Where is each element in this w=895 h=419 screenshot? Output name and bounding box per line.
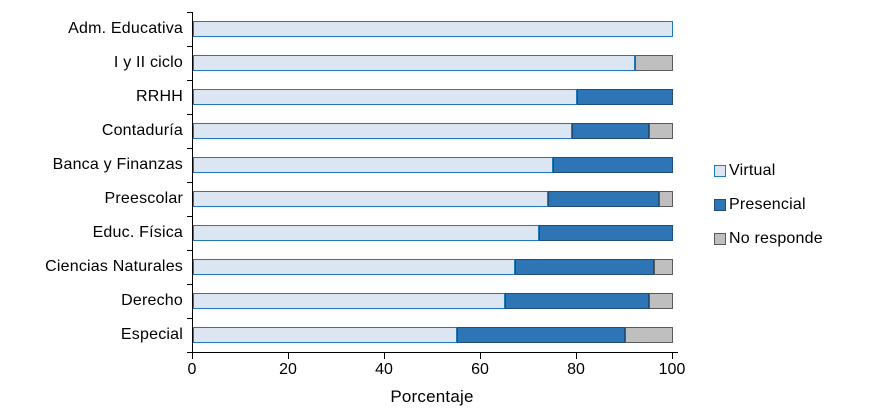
bar-segment-no-responde [653, 259, 673, 275]
x-tick-label: 60 [471, 361, 489, 378]
stacked-bar [193, 55, 673, 71]
y-axis-tick [187, 12, 193, 13]
bar-segment-virtual [193, 225, 539, 241]
stacked-bar [193, 225, 673, 241]
legend-swatch-presencial [714, 199, 726, 211]
x-axis-title: Porcentaje [390, 387, 474, 406]
bar-segment-no-responde [658, 191, 673, 207]
category-label-adm-educativa: Adm. Educativa [68, 20, 183, 37]
x-axis-tick [576, 353, 577, 359]
bar-row [193, 284, 673, 318]
bar-row [193, 80, 673, 114]
stacked-bar [193, 191, 673, 207]
stacked-bar [193, 157, 673, 173]
legend-label: No responde [729, 230, 823, 247]
bar-row [193, 12, 673, 46]
legend-label: Virtual [729, 162, 776, 179]
x-axis-tick [480, 353, 481, 359]
legend: Virtual Presencial No responde [714, 154, 823, 256]
y-axis-tick [187, 114, 193, 115]
bar-segment-presencial [457, 327, 625, 343]
x-tick-label: 40 [375, 361, 393, 378]
stacked-bar [193, 21, 673, 37]
bar-row [193, 114, 673, 148]
bar-segment-virtual [193, 123, 573, 139]
y-axis-tick [187, 284, 193, 285]
y-axis-tick [187, 80, 193, 81]
bar-segment-virtual [193, 259, 515, 275]
legend-swatch-virtual [714, 165, 726, 177]
category-label-educ-f-sica: Educ. Física [92, 224, 183, 241]
bar-row [193, 182, 673, 216]
bar-row [193, 216, 673, 250]
bar-row [193, 250, 673, 284]
stacked-bar [193, 293, 673, 309]
x-tick-label: 80 [567, 361, 585, 378]
bar-segment-presencial [505, 293, 649, 309]
x-axis-line [188, 352, 678, 353]
legend-swatch-no-responde [714, 233, 726, 245]
category-label-especial: Especial [120, 326, 183, 343]
x-tick-label: 0 [187, 361, 197, 378]
bar-segment-presencial [572, 123, 649, 139]
category-label-banca-y-finanzas: Banca y Finanzas [52, 156, 183, 173]
y-axis-tick [187, 318, 193, 319]
category-label-i-y-ii-ciclo: I y II ciclo [113, 54, 183, 71]
bar-segment-virtual [193, 157, 553, 173]
category-labels: Adm. Educativa I y II ciclo RRHH Contaduría… [0, 12, 183, 352]
legend-item-presencial: Presencial [714, 188, 823, 222]
category-label-preescolar: Preescolar [104, 190, 183, 207]
bar-segment-no-responde [634, 55, 673, 71]
legend-item-no-responde: No responde [714, 222, 823, 256]
plot-rows [193, 12, 673, 352]
bar-segment-no-responde [625, 327, 673, 343]
bar-segment-no-responde [648, 123, 673, 139]
x-axis-tick [288, 353, 289, 359]
x-tick-label: 20 [279, 361, 297, 378]
bar-segment-virtual [193, 55, 635, 71]
bar-segment-presencial [577, 89, 673, 105]
category-label-rrhh: RRHH [135, 88, 183, 105]
legend-item-virtual: Virtual [714, 154, 823, 188]
stacked-bar [193, 123, 673, 139]
bar-segment-virtual [193, 89, 577, 105]
x-axis-tick [672, 353, 673, 359]
category-label-ciencias-naturales: Ciencias Naturales [45, 258, 183, 275]
stacked-bar [193, 259, 673, 275]
x-axis-tick [192, 353, 193, 359]
bar-segment-virtual [193, 191, 549, 207]
y-axis-tick [187, 216, 193, 217]
y-axis-tick [187, 352, 193, 353]
category-label-contadur-a: Contaduría [101, 122, 183, 139]
x-tick-label: 100 [658, 361, 686, 378]
bar-segment-virtual [193, 327, 457, 343]
bar-segment-presencial [553, 157, 673, 173]
bar-segment-presencial [538, 225, 673, 241]
legend-label: Presencial [729, 196, 806, 213]
bar-row [193, 318, 673, 352]
y-axis-tick [187, 148, 193, 149]
bar-segment-virtual [193, 293, 505, 309]
y-axis-tick [187, 250, 193, 251]
x-axis-tick [384, 353, 385, 359]
bar-row [193, 46, 673, 80]
y-axis-tick [187, 46, 193, 47]
bar-segment-presencial [514, 259, 654, 275]
stacked-bar [193, 327, 673, 343]
y-axis-tick [187, 182, 193, 183]
bar-segment-presencial [548, 191, 659, 207]
bar-row [193, 148, 673, 182]
bar-segment-no-responde [649, 293, 673, 309]
bar-segment-virtual [193, 21, 673, 37]
stacked-bar [193, 89, 673, 105]
category-label-derecho: Derecho [121, 292, 183, 309]
